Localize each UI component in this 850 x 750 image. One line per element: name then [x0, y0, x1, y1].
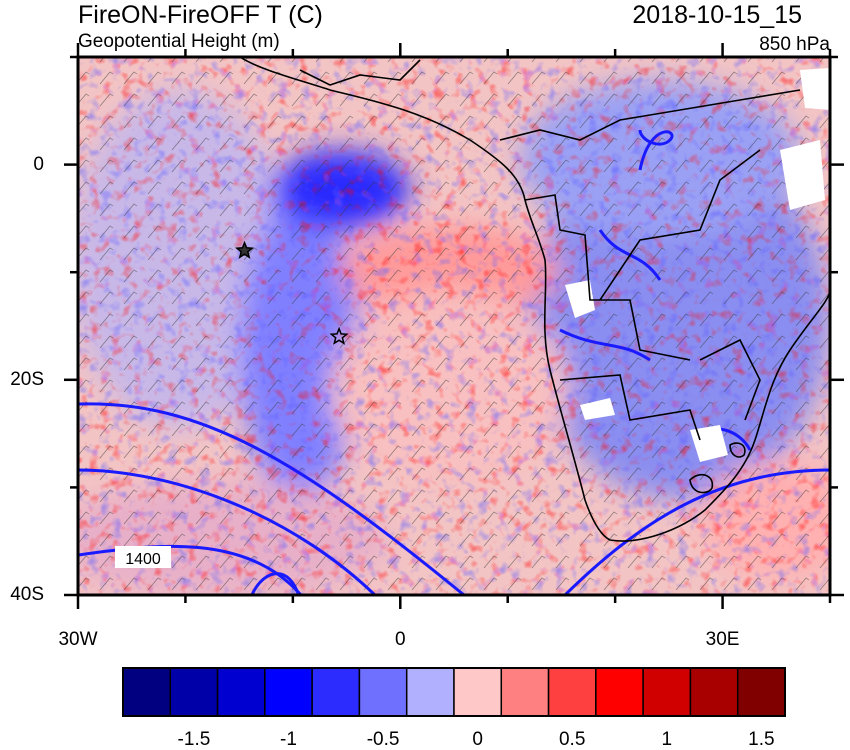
- axis-ticks: [64, 43, 844, 609]
- station-markers: [234, 240, 349, 345]
- colorbar-label: 1: [661, 729, 673, 750]
- colorbar-swatch: [453, 667, 503, 717]
- colorbar-label: -1: [280, 729, 297, 750]
- lon-tick-label: 0: [394, 629, 406, 650]
- lon-tick-label: 30W: [58, 629, 98, 650]
- star-marker-2: [329, 326, 349, 345]
- colorbar-swatch: [405, 667, 455, 717]
- lat-tick-label: 0: [33, 153, 44, 175]
- lat-tick-label: 20S: [10, 368, 44, 390]
- temperature-difference-field: [78, 57, 830, 595]
- colorbar-swatch: [500, 667, 550, 717]
- map-title: FireON-FireOFF T (C): [78, 1, 323, 29]
- colorbar-swatch: [642, 667, 692, 717]
- colorbar: [122, 667, 786, 717]
- lat-tick-label: 40S: [10, 584, 44, 605]
- colorbar-label: -1.5: [177, 729, 211, 750]
- map-frame: [76, 55, 832, 597]
- colorbar-label: 0: [472, 729, 483, 750]
- map-subtitle: Geopotential Height (m): [78, 31, 280, 52]
- snow-mask-patches: [565, 68, 830, 462]
- colorbar-swatch: [358, 667, 408, 717]
- colorbar-swatch: [595, 667, 644, 717]
- colorbar-swatch: [216, 667, 266, 717]
- coastline-borders: [239, 57, 830, 542]
- colorbar-swatch: [689, 667, 739, 717]
- colorbar-swatch: [547, 667, 597, 717]
- valid-time: 2018-10-15_15: [632, 1, 802, 29]
- colorbar-label: 1.5: [748, 729, 775, 750]
- colorbar-swatch: [311, 667, 361, 717]
- colorbar-outline: [122, 667, 786, 717]
- colorbar-swatch: [122, 667, 172, 717]
- colorbar-swatch: [264, 667, 313, 717]
- star-marker-1: [234, 240, 255, 259]
- colorbar-label: -0.5: [366, 729, 400, 750]
- pressure-level: 850 hPa: [759, 34, 830, 55]
- colorbar-swatch: [169, 667, 219, 717]
- contour-label-1400: 1400: [115, 546, 171, 568]
- colorbar-label: 0.5: [558, 729, 586, 750]
- lon-tick-label: 30E: [705, 629, 740, 650]
- geopotential-height-contours: [78, 129, 830, 595]
- map-panel: 1400: [64, 43, 844, 609]
- colorbar-swatch: [736, 667, 786, 717]
- svg-text:1400: 1400: [125, 551, 161, 568]
